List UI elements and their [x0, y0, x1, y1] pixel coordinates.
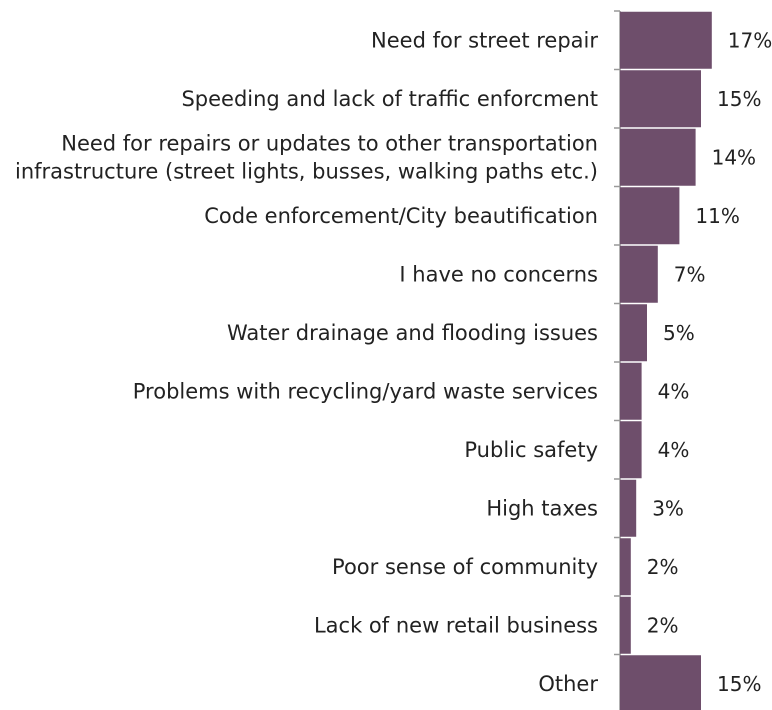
category-label: Code enforcement/City beautification — [204, 204, 598, 228]
bar — [620, 128, 696, 186]
bar — [620, 655, 701, 710]
category-label: Poor sense of community — [332, 555, 598, 579]
bar — [620, 596, 631, 654]
category-label: I have no concerns — [399, 262, 598, 286]
value-label: 3% — [652, 496, 684, 520]
axis-ticks — [614, 10, 620, 656]
value-label: 15% — [717, 87, 761, 111]
category-label-line: High taxes — [486, 496, 598, 520]
bar — [620, 538, 631, 596]
bar — [620, 479, 637, 537]
category-label: Need for street repair — [371, 28, 598, 52]
category-label: High taxes — [486, 496, 598, 520]
value-label: 5% — [663, 321, 695, 345]
category-label: Water drainage and flooding issues — [227, 321, 598, 345]
category-label-line: Water drainage and flooding issues — [227, 321, 598, 345]
value-label: 15% — [717, 672, 761, 696]
bar — [620, 70, 701, 128]
value-label: 2% — [647, 555, 679, 579]
category-label-line: Speeding and lack of traffic enforcment — [181, 87, 598, 111]
category-label: Other — [538, 672, 598, 696]
value-label: 4% — [658, 438, 690, 462]
value-label: 4% — [658, 379, 690, 403]
bar — [620, 245, 658, 303]
category-label-line: Poor sense of community — [332, 555, 598, 579]
category-labels: Need for street repair Speeding and lack … — [15, 28, 598, 696]
bar — [620, 304, 647, 362]
value-label: 14% — [712, 145, 756, 169]
category-label: Speeding and lack of traffic enforcment — [181, 87, 598, 111]
bar — [620, 11, 712, 69]
value-label: 2% — [647, 613, 679, 637]
category-label-line: I have no concerns — [399, 262, 598, 286]
category-label-line: Lack of new retail business — [314, 613, 598, 637]
category-label-line: Other — [538, 672, 598, 696]
category-label: Public safety — [464, 438, 598, 462]
category-label: Need for repairs or updates to other tra… — [15, 131, 598, 183]
bar — [620, 362, 642, 420]
bars — [620, 11, 712, 710]
value-label: 17% — [728, 28, 772, 52]
category-label-line: Code enforcement/City beautification — [204, 204, 598, 228]
value-label: 7% — [674, 262, 706, 286]
bar — [620, 421, 642, 479]
category-label-line: Need for repairs or updates to other tra… — [61, 131, 598, 155]
category-label-line: Public safety — [464, 438, 598, 462]
category-label-line: infrastructure (street lights, busses, w… — [15, 159, 598, 183]
category-label: Problems with recycling/yard waste servi… — [133, 379, 598, 403]
value-labels: 17% 15% 14% 11% 7% 5% 4% 4% 3% 2% 2% 15% — [647, 28, 772, 696]
value-label: 11% — [695, 204, 739, 228]
category-label-line: Need for street repair — [371, 28, 598, 52]
category-label: Lack of new retail business — [314, 613, 598, 637]
bar — [620, 187, 680, 245]
category-label-line: Problems with recycling/yard waste servi… — [133, 379, 598, 403]
